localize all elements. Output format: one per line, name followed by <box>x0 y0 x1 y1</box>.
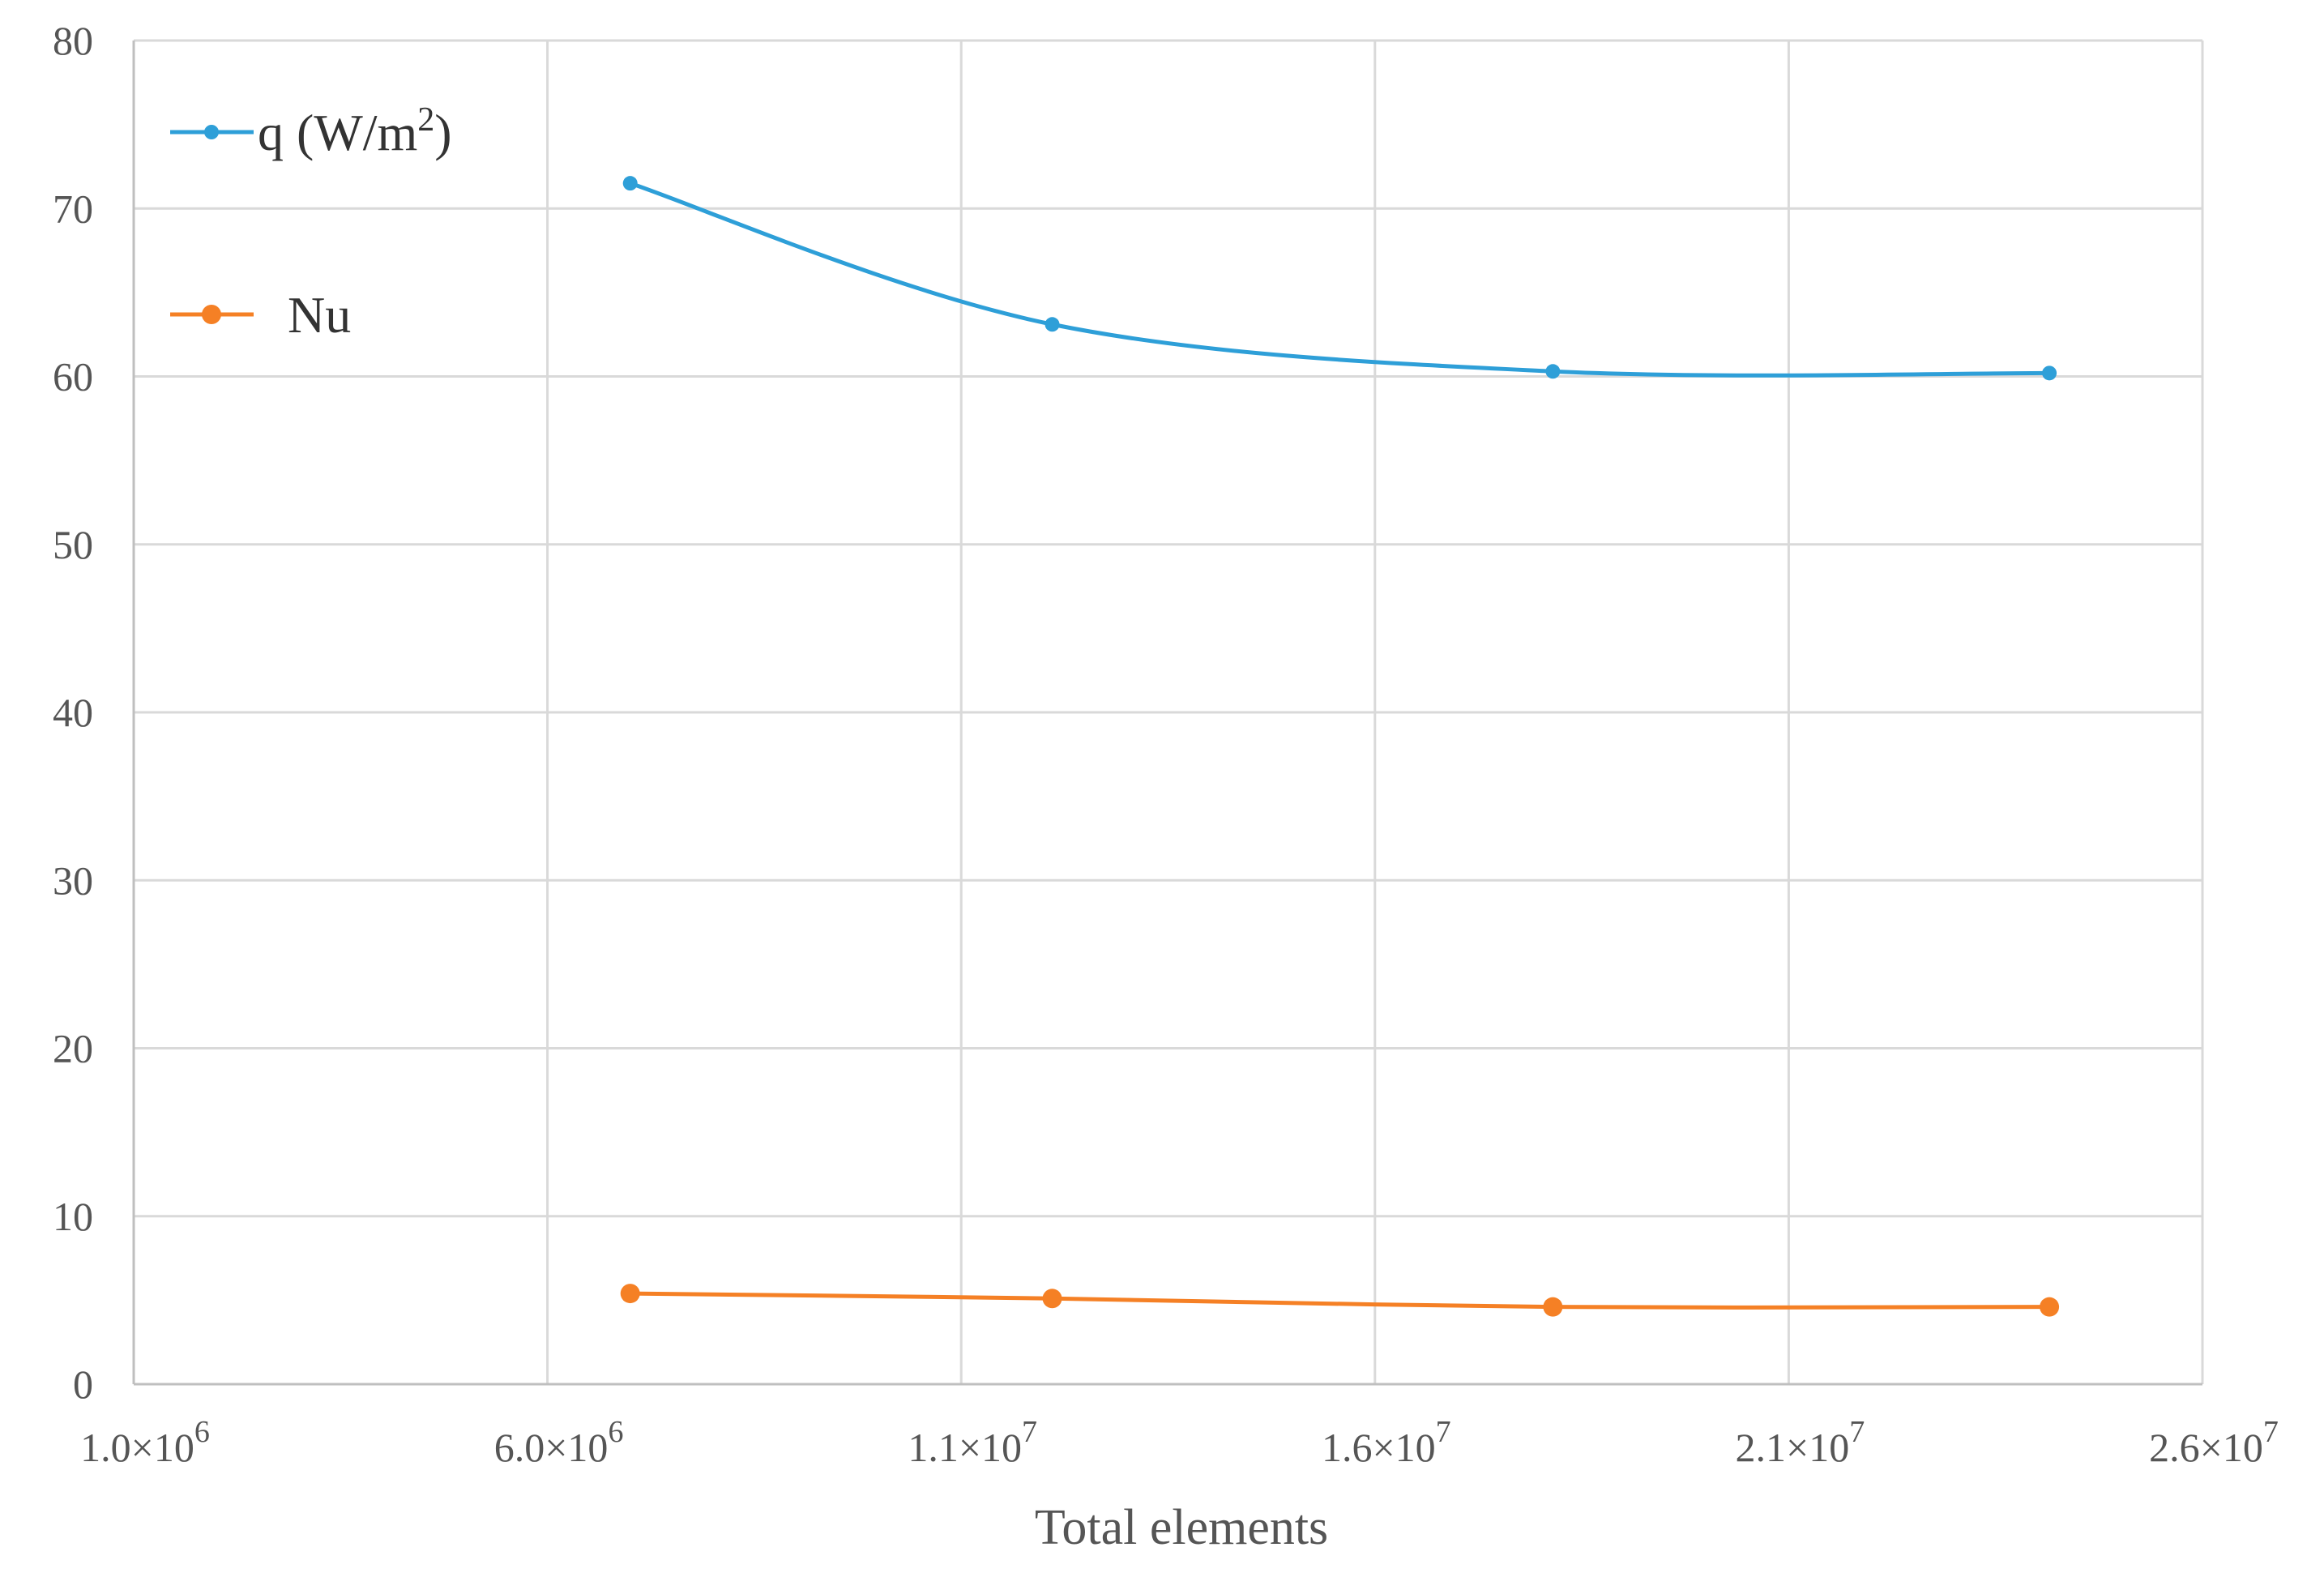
legend-label-base: q (W/m <box>258 104 417 161</box>
x-tick-mantissa: 6.0×10 <box>494 1425 609 1470</box>
y-tick-label: 20 <box>53 1026 93 1071</box>
x-tick-mantissa: 2.6×10 <box>2149 1425 2263 1470</box>
series-1-point <box>1042 1289 1062 1309</box>
y-tick-label: 80 <box>53 18 93 63</box>
x-tick-mantissa: 1.6×10 <box>1322 1425 1436 1470</box>
y-tick-label: 70 <box>53 186 93 231</box>
series-0-point <box>1045 317 1060 332</box>
legend-label: Nu <box>288 286 351 344</box>
x-axis-title: Total elements <box>1035 1500 1328 1555</box>
x-tick-label: 2.1×107 <box>1736 1415 1865 1470</box>
x-tick-exponent: 6 <box>608 1415 623 1449</box>
legend-label-end: ) <box>434 104 451 161</box>
legend-label-base: Nu <box>288 286 351 344</box>
x-tick-label: 1.6×107 <box>1322 1415 1451 1470</box>
x-tick-label: 2.6×107 <box>2149 1415 2279 1470</box>
x-tick-exponent: 7 <box>1849 1415 1865 1449</box>
y-tick-label: 60 <box>53 354 93 400</box>
series-0-point <box>2042 365 2057 381</box>
y-tick-label: 0 <box>73 1361 93 1407</box>
y-tick-label: 30 <box>53 857 93 903</box>
series-1-point <box>1543 1297 1563 1317</box>
series-1-point <box>2040 1297 2060 1317</box>
legend-label-sup: 2 <box>417 101 434 139</box>
x-tick-exponent: 7 <box>1436 1415 1451 1449</box>
x-tick-label: 1.1×107 <box>908 1415 1037 1470</box>
legend-layer: q (W/m2) Nu <box>170 101 452 344</box>
y-tick-label: 50 <box>53 522 93 567</box>
x-tick-exponent: 6 <box>194 1415 210 1449</box>
series-1-point <box>620 1284 640 1304</box>
x-tick-exponent: 7 <box>1022 1415 1037 1449</box>
series-0-point <box>1545 364 1561 379</box>
y-tick-label: 40 <box>53 690 93 735</box>
legend-swatch-marker <box>204 125 219 139</box>
grid-layer <box>132 39 2204 1386</box>
series-layer <box>620 176 2060 1317</box>
x-tick-mantissa: 1.1×10 <box>908 1425 1022 1470</box>
x-tick-label: 1.0×106 <box>80 1415 210 1470</box>
y-tick-label: 10 <box>53 1194 93 1239</box>
x-tick-label: 6.0×106 <box>494 1415 624 1470</box>
series-0-line <box>628 181 2052 378</box>
series-0-point <box>622 176 638 191</box>
x-tick-mantissa: 2.1×10 <box>1736 1425 1850 1470</box>
legend-swatch-marker <box>202 305 221 324</box>
x-tick-mantissa: 1.0×10 <box>80 1425 194 1470</box>
x-tick-exponent: 7 <box>2263 1415 2279 1449</box>
series-1-line <box>628 1291 2052 1310</box>
legend-label: q (W/m2) <box>258 101 452 161</box>
